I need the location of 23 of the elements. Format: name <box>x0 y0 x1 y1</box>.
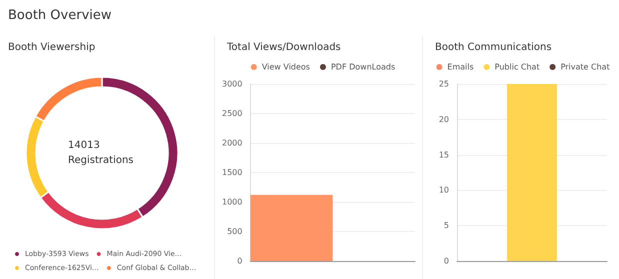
legend-label: Emails <box>447 62 474 72</box>
y-tick-label: 500 <box>227 227 242 236</box>
y-tick-label: 2000 <box>222 138 242 148</box>
y-tick-label: 20 <box>438 114 449 124</box>
text: 14013 Registrations <box>68 140 134 166</box>
y-tick-label: 1000 <box>222 198 242 206</box>
y-tick-label: 3000 <box>222 80 242 88</box>
chart-title: Booth Overview <box>8 8 112 23</box>
y-tick-label: 0 <box>444 256 449 266</box>
y-tick-label: 10 <box>438 186 449 195</box>
y-tick-label: 15 <box>438 150 449 160</box>
y-tick-label: 1500 <box>222 168 242 177</box>
y-tick-label: 5 <box>444 221 449 230</box>
legend-label: Public Chat <box>494 62 540 72</box>
legend-label: Private Chat <box>560 62 610 72</box>
y-tick-label: 2500 <box>222 109 242 118</box>
legend-label: PDF DownLoads <box>330 62 396 72</box>
chart-title: Total Views/Downloads <box>227 42 341 53</box>
legend-label: View Videos <box>262 62 310 72</box>
chart-subtitle: Booth Viewership <box>8 42 96 53</box>
y-tick-label: 0 <box>237 256 242 266</box>
chart-title: Booth Communications <box>435 42 552 53</box>
y-tick-label: 25 <box>438 80 449 88</box>
